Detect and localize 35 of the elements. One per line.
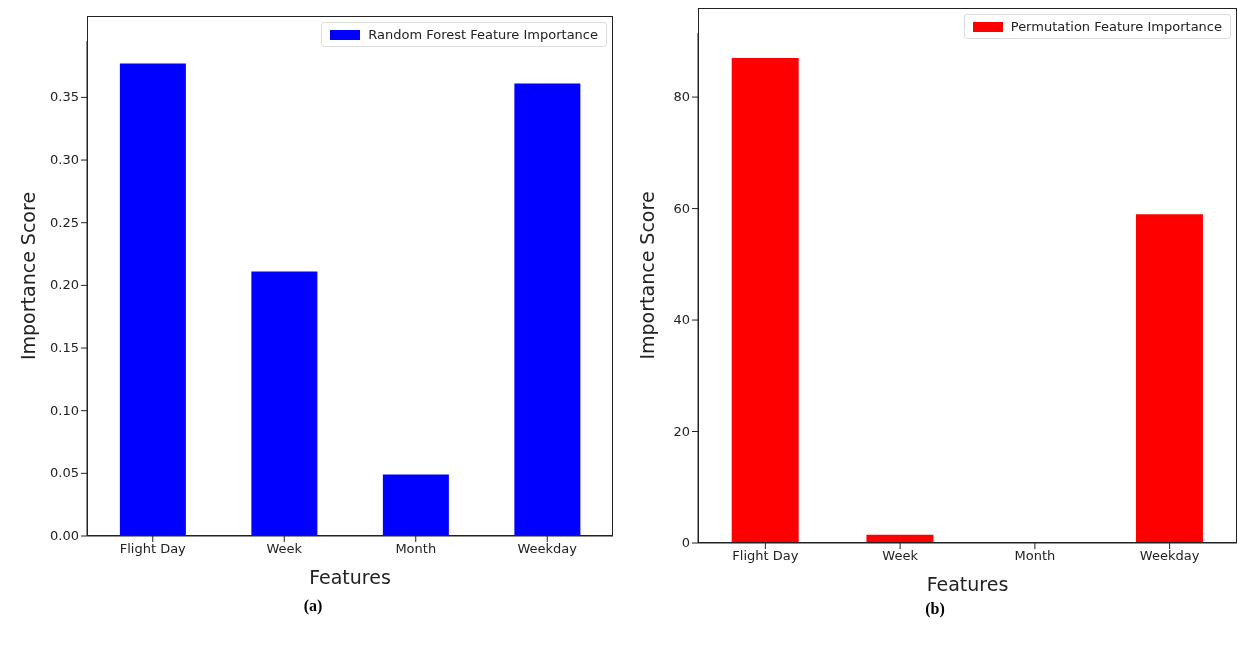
x-tick-label: Flight Day: [732, 548, 799, 564]
x-tick-label: Month: [395, 541, 437, 557]
y-tick-label: 80: [673, 89, 690, 105]
x-tick-label: Weekday: [517, 541, 578, 557]
x-tick-label: Week: [266, 541, 303, 557]
y-tick-label: 0.35: [50, 89, 79, 105]
bar: [731, 58, 799, 543]
bar: [119, 63, 186, 536]
x-tick-label: Month: [1014, 548, 1056, 564]
legend-label: Random Forest Feature Importance: [368, 27, 598, 42]
legend-label: Permutation Feature Importance: [1010, 19, 1222, 34]
y-tick-label: 0.15: [50, 340, 79, 356]
y-tick-label: 0.10: [50, 402, 79, 418]
y-tick-label: 0.05: [50, 465, 79, 481]
text: (a): [302, 597, 324, 615]
y-axis-title: Importance Score: [636, 191, 658, 360]
y-tick-label: 20: [673, 423, 690, 439]
x-tick-label: Week: [882, 548, 919, 564]
y-tick-label: 0: [681, 535, 690, 550]
bar: [251, 271, 318, 536]
y-tick-label: 0.25: [50, 214, 79, 230]
y-axis-title: Importance Score: [17, 191, 39, 361]
x-axis-title: Features: [309, 566, 391, 588]
bar: [1135, 214, 1203, 543]
y-tick-label: 0.30: [50, 152, 79, 168]
y-tick-label: 40: [673, 312, 690, 328]
bar: [514, 83, 581, 536]
x-tick-label: Flight Day: [119, 541, 187, 557]
y-tick-label: 60: [673, 200, 690, 216]
text: (b): [924, 600, 946, 618]
x-tick-label: Weekday: [1139, 548, 1200, 564]
y-tick-label: 0.00: [50, 528, 79, 543]
bar: [382, 474, 449, 536]
y-tick-label: 0.20: [50, 277, 79, 293]
x-axis-title: Features: [926, 573, 1009, 595]
